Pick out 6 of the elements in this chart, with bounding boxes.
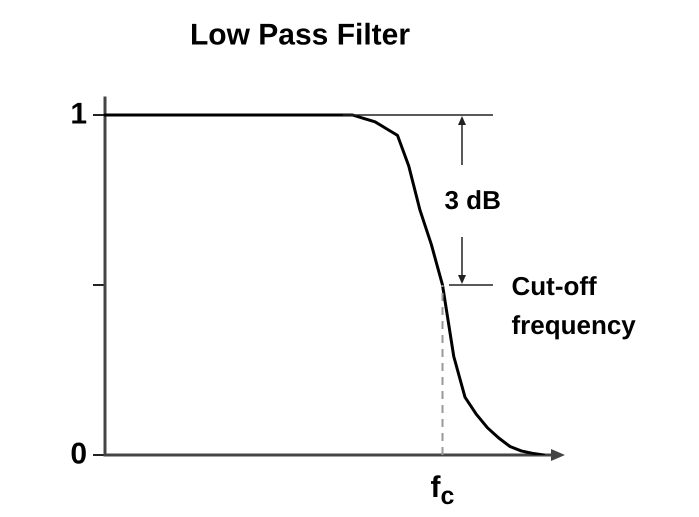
- x-tick-label: f$_{c}$: [430, 471, 454, 510]
- y-tick-label: 1: [70, 97, 87, 130]
- annotation: 3 dB: [444, 184, 501, 216]
- chart-title: Low Pass Filter: [190, 18, 410, 52]
- annotation: Cut-off frequency: [512, 270, 637, 342]
- y-tick-label: 0: [70, 437, 87, 470]
